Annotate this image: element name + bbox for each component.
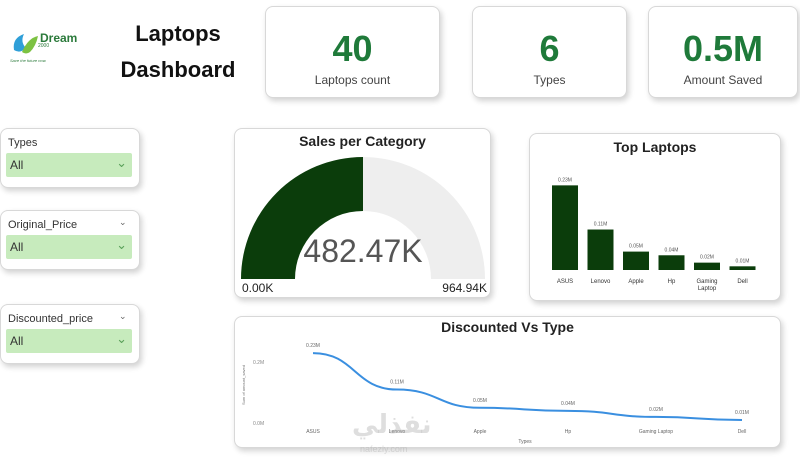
logo-drop-icon [13,34,38,54]
slicer-value: All [10,240,24,254]
gauge-card: Sales per Category 482.47K 0.00K 964.94K [234,128,491,298]
slicer-label: Types [8,137,38,149]
bar-data-label: 0.04M [665,247,679,253]
bar-category-label: Dell [737,279,747,285]
bar[interactable] [694,262,720,270]
bar-data-label: 0.01M [736,258,750,264]
slicer-dropdown[interactable]: All ⌄ [6,235,132,259]
slicer-dropdown[interactable]: All ⌄ [6,153,132,177]
slicer-dropdown[interactable]: All ⌄ [6,329,132,353]
line-chart: 0.23M ASUS 0.11M Lenovo 0.05M Apple 0.04M Hp 0.0… [241,343,749,445]
kpi-value: 6 [539,28,560,69]
slicer-label: Discounted_price [8,313,93,325]
line-data-label: 0.23M [306,343,320,349]
slicer-label: Original_Price [8,219,78,231]
chevron-down-icon[interactable]: ⌄ [116,331,127,346]
x-tick-label: ASUS [306,429,320,435]
page-title-line2: Dashboard [120,57,236,82]
bar-data-label: 0.11M [594,222,608,228]
gauge-value: 482.47K [303,233,422,269]
brand-logo: Dream 2000 Save the future now. [8,28,108,68]
kpi-label: Amount Saved [683,73,763,87]
gauge-chart: 482.47K 0.00K 964.94K [241,157,487,295]
bar-category-label: Hp [668,279,676,285]
chevron-down-icon[interactable]: ⌄ [116,155,127,170]
bar-chart: 0.23M ASUS 0.11M Lenovo 0.05M Apple 0.04M Hp 0.0… [552,177,756,292]
watermark-sub: nafezly.com [360,444,408,454]
bar[interactable] [623,251,649,270]
x-tick-label: Apple [474,429,487,435]
bar-data-label: 0.05M [629,244,643,250]
slicer-value: All [10,334,24,348]
y-axis-label: Sum of amount_saved [241,365,246,405]
gauge-fill [241,157,363,279]
logo-tagline: Save the future now. [10,58,47,63]
gauge-min-label: 0.00K [242,281,273,295]
bar[interactable] [729,266,756,270]
kpi-label: Types [533,73,566,87]
line-data-label: 0.05M [473,398,487,404]
x-tick-label: Lenovo [389,429,406,435]
gauge-max-label: 964.94K [442,281,487,295]
kpi-card-laptops-count: 40 Laptops count [265,6,440,98]
discounted-vs-type-card: Discounted Vs Type 0.23M ASUS 0.11M Lenovo 0… [234,316,781,448]
line-data-label: 0.11M [390,380,404,386]
kpi-card-types: 6 Types [472,6,627,98]
x-tick-label: Dell [738,429,747,435]
bar-chart-title: Top Laptops [613,139,697,155]
bar-category-label: Apple [628,279,644,285]
kpi-card-amount-saved: 0.5M Amount Saved [648,6,798,98]
bar-category-label: ASUS [557,279,573,285]
kpi-label: Laptops count [314,73,391,87]
page-title: Laptops Dashboard [108,16,248,88]
slicer-original-price[interactable]: Original_Price ⌄ All ⌄ [0,210,140,270]
x-axis-label: Types [518,439,532,445]
slicer-types[interactable]: Types All ⌄ [0,128,140,188]
chevron-down-icon[interactable]: ⌄ [116,237,127,252]
x-tick-label: Gaming Laptop [639,429,673,435]
y-tick-label: 0.2M [253,360,264,366]
bar-category-label: Laptop [698,286,717,292]
line-chart-title: Discounted Vs Type [441,319,574,335]
page-title-line1: Laptops [135,21,221,46]
top-laptops-card: Top Laptops 0.23M ASUS 0.11M Lenovo 0.05M App… [529,133,781,301]
chevron-down-icon[interactable]: ⌄ [119,217,127,227]
line-data-label: 0.02M [649,407,663,413]
slicer-discounted-price[interactable]: Discounted_price ⌄ All ⌄ [0,304,140,364]
bar-data-label: 0.02M [700,255,714,261]
chevron-down-icon[interactable]: ⌄ [119,311,127,321]
y-tick-label: 0.0M [253,421,264,427]
logo-name: Dream [40,31,78,45]
slicer-value: All [10,158,24,172]
line-data-label: 0.01M [735,410,749,416]
bar-category-label: Gaming [696,279,717,285]
gauge-title: Sales per Category [299,133,426,149]
x-tick-label: Hp [565,429,572,435]
bar-data-label: 0.23M [558,177,572,183]
bar[interactable] [658,255,685,270]
watermark: نفذلي [352,410,432,440]
line-data-label: 0.04M [561,401,575,407]
logo-sub: 2000 [38,43,50,49]
series-line[interactable] [312,352,743,421]
bar[interactable] [552,185,578,270]
kpi-value: 40 [332,28,373,69]
bar[interactable] [587,229,614,270]
kpi-value: 0.5M [682,28,764,69]
bar-category-label: Lenovo [591,279,611,285]
